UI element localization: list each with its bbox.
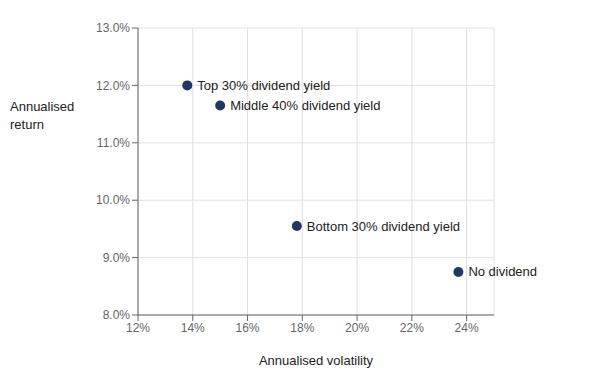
svg-text:8.0%: 8.0% — [103, 308, 131, 322]
svg-text:9.0%: 9.0% — [103, 251, 131, 265]
html-text:Annualised: Annualised — [10, 99, 75, 114]
svg-text:Annualised volatility: Annualised volatility — [259, 353, 374, 368]
svg-text:13.0%: 13.0% — [96, 21, 130, 35]
svg-text:14%: 14% — [181, 321, 205, 335]
svg-text:Middle 40% dividend yield: Middle 40% dividend yield — [230, 98, 380, 113]
svg-text:18%: 18% — [290, 321, 314, 335]
html-text:return: return — [10, 117, 44, 132]
svg-text:12%: 12% — [126, 321, 150, 335]
svg-text:Top 30% dividend yield: Top 30% dividend yield — [197, 78, 330, 93]
svg-text:No dividend: No dividend — [468, 264, 537, 279]
svg-text:Bottom 30% dividend yield: Bottom 30% dividend yield — [307, 219, 460, 234]
svg-text:20%: 20% — [345, 321, 369, 335]
svg-text:10.0%: 10.0% — [96, 193, 130, 207]
svg-text:11.0%: 11.0% — [97, 136, 130, 150]
svg-text:22%: 22% — [400, 321, 424, 335]
svg-text:12.0%: 12.0% — [96, 79, 130, 93]
svg-text:24%: 24% — [455, 321, 479, 335]
svg-text:16%: 16% — [236, 321, 260, 335]
